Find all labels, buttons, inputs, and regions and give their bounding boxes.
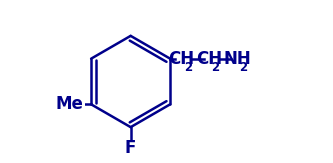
Text: 2: 2: [183, 61, 192, 74]
Text: Me: Me: [56, 95, 84, 113]
Text: 2: 2: [239, 61, 247, 74]
Text: CH: CH: [196, 50, 222, 68]
Text: CH: CH: [168, 50, 195, 68]
Text: NH: NH: [223, 50, 251, 68]
Text: F: F: [125, 139, 136, 157]
Text: 2: 2: [211, 61, 219, 74]
